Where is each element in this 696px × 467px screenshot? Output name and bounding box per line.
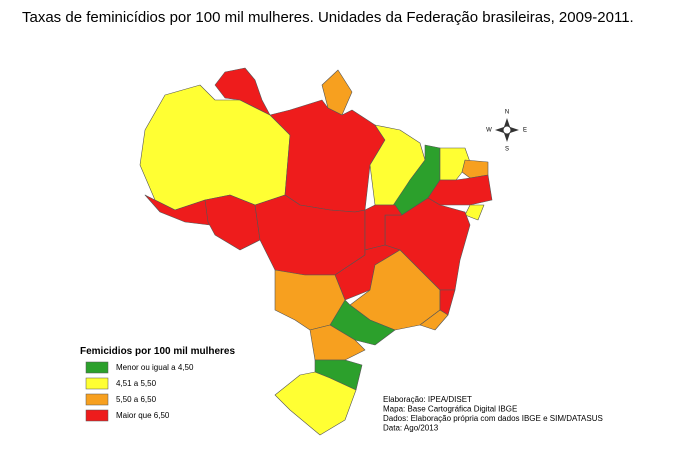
compass-label: E: [523, 128, 527, 134]
legend-label: 5,50 a 6,50: [116, 395, 157, 404]
legend-title: Femicidios por 100 mil mulheres: [80, 346, 235, 357]
state: [321, 69, 353, 116]
credit-line: Data: Ago/2013: [383, 424, 439, 433]
state: [461, 159, 489, 179]
compass-label: S: [505, 147, 509, 153]
state: [204, 194, 261, 251]
compass-label: W: [486, 128, 492, 134]
state: [419, 309, 449, 331]
map: [139, 67, 493, 436]
credit-line: Elaboração: IPEA/DISET: [383, 395, 472, 404]
compass-label: N: [505, 110, 509, 116]
legend-label: Menor ou igual a 4,50: [116, 363, 194, 372]
compass-rose: [502, 125, 512, 135]
credit-line: Mapa: Base Cartográfica Digital IBGE: [383, 405, 517, 414]
compass: N S E W: [486, 110, 527, 153]
legend-label: 4,51 a 5,50: [116, 379, 157, 388]
state: [274, 371, 357, 436]
legend-swatch: [85, 393, 109, 406]
state: [464, 204, 485, 221]
legend-label: Maior que 6,50: [116, 411, 170, 420]
credit-line: Dados: Elaboração própria com dados IBGE…: [383, 414, 603, 423]
legend-swatch: [85, 361, 109, 374]
state: [139, 84, 291, 211]
title: Taxas de feminicídios por 100 mil mulher…: [22, 9, 634, 26]
legend-swatch: [85, 377, 109, 390]
legend: Menor ou igual a 4,50 4,51 a 5,50 5,50 a 6…: [85, 361, 194, 422]
state: [364, 204, 403, 251]
legend-swatch: [85, 409, 109, 422]
state: [214, 67, 271, 116]
